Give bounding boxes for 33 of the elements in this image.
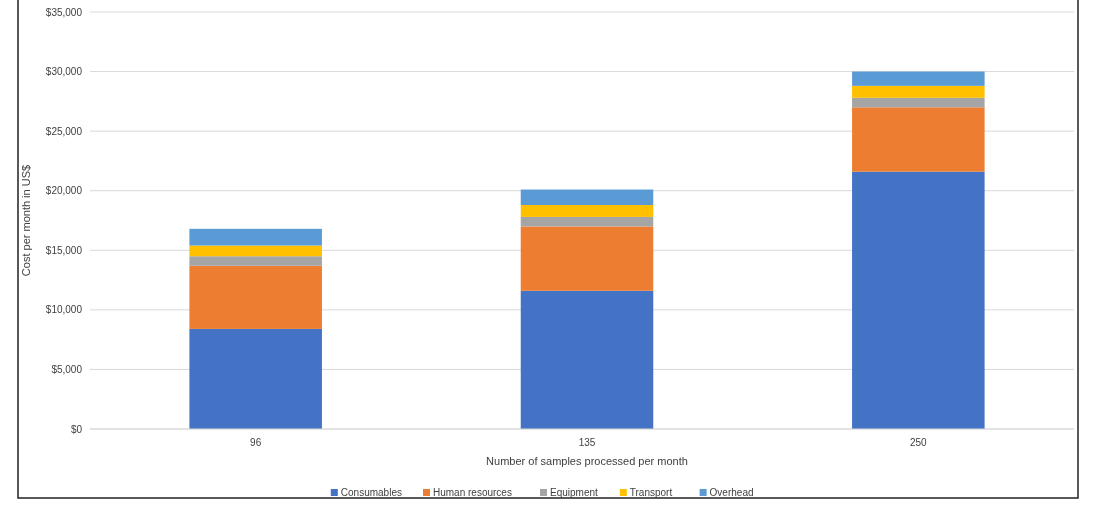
x-tick-label: 96 [250, 437, 262, 448]
y-tick-label: $15,000 [45, 244, 83, 256]
y-tick-label: $0 [70, 423, 83, 435]
legend-label: Human resources [433, 487, 512, 498]
bar [189, 228, 322, 246]
bar [852, 71, 985, 86]
bar [520, 226, 654, 291]
y-tick-label: $25,000 [45, 125, 83, 137]
bar [189, 245, 322, 257]
bar [852, 85, 985, 98]
y-tick-label: $35,000 [45, 6, 83, 18]
y-axis-title: Cost per month in US$ [20, 164, 32, 277]
legend-label: Overhead [709, 487, 754, 498]
y-tick-label: $30,000 [45, 66, 83, 78]
bar [520, 205, 654, 217]
bar [520, 216, 654, 227]
bar [189, 256, 322, 266]
bar [189, 265, 322, 329]
y-tick-label: $20,000 [45, 185, 83, 197]
legend-label: Transport [629, 487, 673, 498]
y-tick-label: $10,000 [45, 304, 83, 316]
bar [189, 328, 322, 429]
x-tick-label: 135 [578, 437, 596, 448]
bar [520, 290, 654, 429]
legend-label: Consumables [340, 487, 402, 498]
bar [852, 107, 985, 172]
legend-label: Equipment [550, 487, 599, 498]
bar [520, 189, 654, 206]
x-tick-label: 250 [909, 437, 928, 448]
bar [852, 171, 985, 429]
y-tick-label: $5,000 [51, 363, 83, 375]
bar [852, 97, 985, 108]
x-axis-title: Number of samples processed per month [486, 455, 688, 467]
